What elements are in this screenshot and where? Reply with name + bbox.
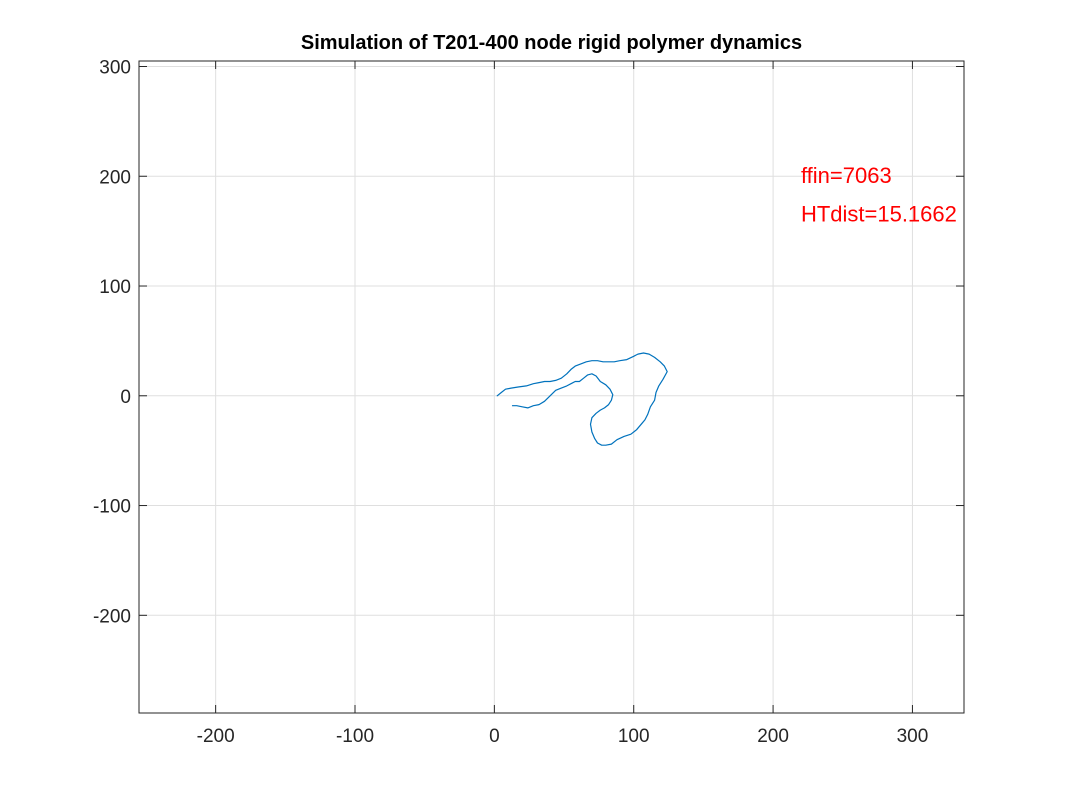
chart-title: Simulation of T201-400 node rigid polyme… [301, 32, 802, 54]
x-axis-ticks: -200 -100 0 100 200 300 [197, 61, 929, 747]
axes [138, 60, 965, 714]
plot-area [138, 60, 965, 714]
x-tick-label: 0 [489, 726, 500, 747]
x-tick-label: -100 [336, 726, 374, 747]
y-tick-label: 100 [99, 277, 131, 298]
y-tick-label: -200 [93, 606, 131, 627]
x-tick-label: 200 [757, 726, 789, 747]
grid [139, 61, 964, 713]
x-tick-label: -200 [197, 726, 235, 747]
y-tick-label: 200 [99, 167, 131, 188]
annotation-label: ffin=7063 [801, 163, 892, 188]
x-tick-label: 300 [897, 726, 929, 747]
annotation-label: HTdist=15.1662 [801, 202, 957, 227]
y-tick-label: -100 [93, 497, 131, 518]
y-tick-label: 0 [120, 387, 131, 408]
y-tick-label: 300 [99, 57, 131, 78]
y-axis-ticks: -200 -100 0 100 200 300 [93, 57, 964, 627]
x-tick-label: 100 [618, 726, 650, 747]
series [496, 352, 668, 446]
polymer-chain-line [496, 352, 668, 446]
annotations: ffin=7063 HTdist=15.1662 [801, 163, 957, 226]
